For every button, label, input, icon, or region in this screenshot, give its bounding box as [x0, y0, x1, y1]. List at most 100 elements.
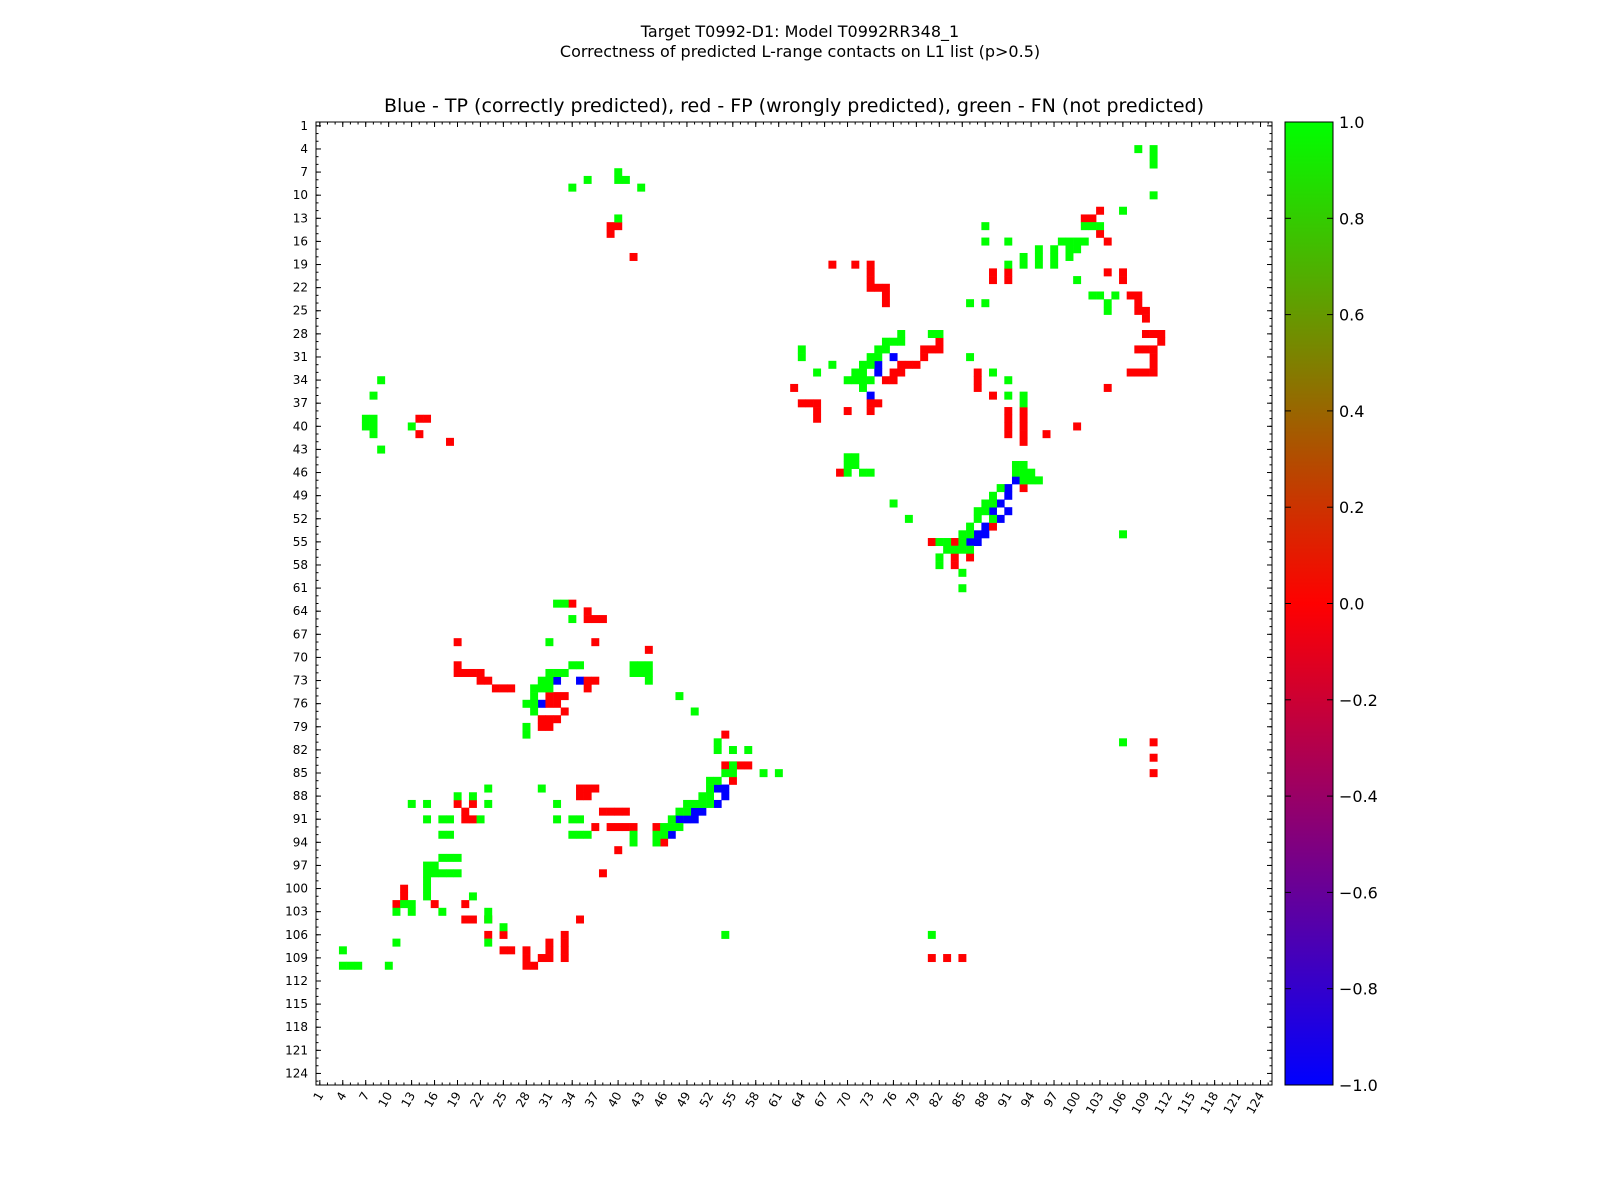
cell-fn	[637, 183, 646, 192]
cell-fp	[621, 823, 630, 832]
cell-fp	[583, 792, 592, 801]
cell-fn	[644, 668, 653, 677]
cell-fn	[560, 668, 569, 677]
cell-fn	[721, 769, 730, 778]
cell-fp	[1004, 276, 1013, 285]
cell-fp	[583, 607, 592, 616]
cell-fp	[1042, 430, 1051, 439]
cell-fn	[1065, 252, 1074, 261]
cell-fn	[530, 684, 539, 693]
cell-fn	[652, 838, 661, 847]
cell-fn	[675, 807, 684, 816]
cell-fp	[537, 715, 546, 724]
cell-fp	[1149, 345, 1158, 354]
cell-fn	[583, 175, 592, 184]
cell-fp	[583, 676, 592, 685]
cell-fp	[1088, 214, 1097, 223]
cell-fn	[966, 522, 975, 531]
cell-fn	[407, 907, 416, 916]
cell-fn	[889, 337, 898, 346]
cell-fp	[989, 276, 997, 285]
cell-fp	[1141, 330, 1150, 339]
plot-title: Blue - TP (correctly predicted), red - F…	[384, 95, 1204, 117]
cell-fp	[583, 684, 592, 693]
cell-fp	[927, 954, 936, 963]
cell-fn	[530, 692, 539, 701]
y-tick-label: 49	[293, 489, 308, 503]
cell-fn	[866, 468, 875, 477]
cell-fn	[981, 237, 990, 246]
cell-fn	[973, 514, 982, 523]
cell-fp	[874, 283, 883, 292]
cell-fn	[484, 938, 493, 947]
x-tick-label: 94	[1018, 1090, 1038, 1110]
x-tick-label: 55	[720, 1090, 740, 1110]
x-tick-label: 70	[834, 1090, 854, 1110]
colorbar-tick-label: −1.0	[1339, 1076, 1378, 1095]
y-tick-label: 22	[293, 281, 308, 295]
cell-fn	[553, 599, 562, 608]
cell-fn	[843, 460, 852, 469]
cell-fn	[1096, 222, 1105, 231]
cell-fp	[476, 668, 485, 677]
y-tick-label: 121	[285, 1043, 308, 1057]
cell-fn	[897, 337, 906, 346]
cell-fp	[453, 799, 462, 808]
x-tick-label: 79	[903, 1090, 923, 1110]
y-tick-label: 73	[293, 674, 308, 688]
x-tick-label: 10	[375, 1090, 395, 1110]
cell-fn	[966, 299, 975, 308]
cell-fn	[407, 799, 416, 808]
cell-fp	[614, 823, 623, 832]
cell-fn	[484, 799, 493, 808]
cell-fn	[851, 460, 860, 469]
cell-fn	[690, 799, 699, 808]
cell-fn	[797, 345, 806, 354]
cell-tp	[996, 499, 1005, 508]
cell-fn	[423, 815, 432, 824]
cell-fn	[935, 538, 944, 547]
y-tick-label: 79	[293, 720, 308, 734]
cell-fn	[713, 746, 722, 755]
cell-fn	[1019, 476, 1028, 485]
cell-fp	[560, 930, 569, 939]
cell-fn	[698, 799, 707, 808]
cell-fn	[981, 507, 990, 516]
cell-fp	[950, 561, 959, 570]
x-tick-label: 85	[949, 1090, 969, 1110]
cell-fn	[369, 422, 378, 431]
cell-fp	[614, 222, 623, 231]
x-tick-label: 28	[513, 1090, 533, 1110]
cell-fn	[438, 815, 447, 824]
cell-fp	[828, 260, 837, 269]
cell-fp	[614, 807, 623, 816]
cell-fn	[1149, 145, 1158, 154]
cell-tp	[1011, 476, 1020, 485]
cell-fn	[438, 830, 447, 839]
cell-fp	[874, 399, 883, 408]
cell-fp	[522, 946, 531, 955]
cell-fp	[881, 291, 890, 300]
cell-fp	[446, 437, 454, 446]
y-tick-label: 46	[293, 466, 308, 480]
x-tick-label: 4	[333, 1090, 349, 1104]
cell-fn	[423, 799, 432, 808]
cell-fn	[1088, 222, 1097, 231]
cell-fp	[920, 353, 929, 362]
cell-fp	[889, 368, 898, 377]
cell-fn	[522, 722, 531, 731]
cell-fp	[583, 615, 592, 624]
cell-fp	[813, 399, 822, 408]
cell-fp	[1157, 330, 1166, 339]
cell-fn	[545, 638, 554, 647]
cell-fp	[560, 938, 569, 947]
cell-fn	[1149, 191, 1158, 200]
y-tick-label: 112	[285, 974, 308, 988]
cell-fn	[996, 484, 1005, 493]
cell-fn	[706, 784, 714, 793]
cell-fn	[614, 175, 623, 184]
cell-fn	[1073, 276, 1082, 285]
cell-tp	[889, 353, 898, 362]
cell-fn	[484, 915, 493, 924]
cell-fp	[430, 900, 439, 909]
